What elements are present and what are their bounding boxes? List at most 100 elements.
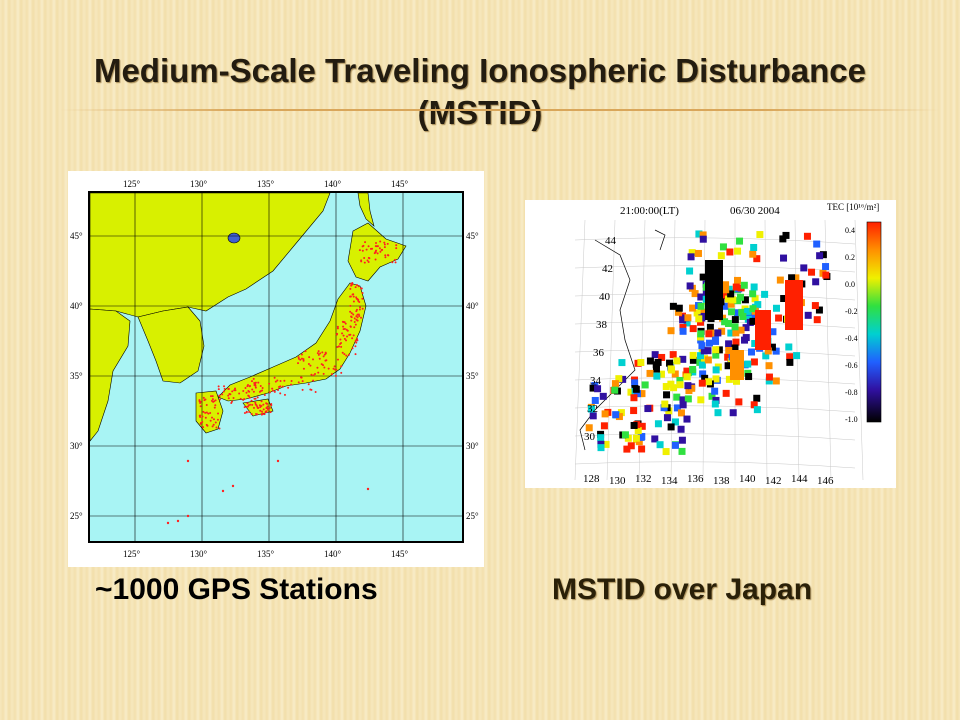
tec-cell [656, 441, 664, 449]
gps-station-dot [279, 380, 282, 383]
gps-station-dot [263, 393, 266, 396]
gps-station-dot [245, 405, 248, 408]
gps-station-dot [238, 392, 241, 395]
tec-cell [637, 358, 645, 366]
colorbar-tick-label: -0.4 [845, 334, 858, 343]
gps-station-dot [374, 258, 377, 261]
gps-station-dot [215, 426, 218, 429]
tec-cell [739, 312, 747, 320]
tec-perturbation-cells [585, 230, 831, 456]
gps-station-dot [312, 358, 315, 361]
gps-station-dot [317, 353, 320, 356]
tec-cell [667, 327, 675, 335]
tec-cell [679, 324, 687, 332]
gps-station-dot [302, 358, 305, 361]
gps-station-dot [362, 244, 365, 247]
gps-station-dot [327, 367, 330, 370]
gps-station-dot [349, 304, 352, 307]
sakhalin-island [357, 193, 375, 227]
gps-station-dot [221, 393, 224, 396]
gps-station-dot [367, 256, 370, 259]
gps-station-dot [210, 399, 213, 402]
tec-cell [753, 406, 761, 414]
tec-cell [683, 319, 691, 327]
gps-station-dot [350, 284, 353, 287]
gps-station-dot [212, 423, 215, 426]
tec-cell [621, 431, 629, 439]
tec-cell [693, 309, 701, 317]
tec-cell [803, 232, 811, 240]
tec-cell [711, 332, 719, 340]
tec-cell [654, 420, 662, 428]
tec-cell [627, 442, 635, 450]
gps-station-dot [254, 381, 257, 384]
gps-station-dot [354, 323, 357, 326]
gps-station-dot [199, 405, 202, 408]
tec-cell [808, 268, 816, 276]
gps-station-dot [265, 402, 268, 405]
tec-cell [724, 362, 732, 370]
gps-station-dot [248, 411, 251, 414]
lon-tick-label: 132 [635, 473, 652, 485]
tec-cell [698, 342, 706, 350]
tec-cell [726, 248, 734, 256]
gps-station-dot [308, 356, 311, 359]
tec-cell [611, 380, 619, 388]
tec-cell [712, 396, 720, 404]
gps-station-dot [307, 363, 310, 366]
lat-tick-label: 35° [466, 371, 479, 381]
tec-cell [611, 386, 619, 394]
tec-cell [775, 314, 783, 322]
tec-cell [776, 276, 784, 284]
tec-cell [721, 292, 729, 300]
gps-station-dot [214, 421, 217, 424]
gps-station-dot [347, 353, 350, 356]
tec-cell [633, 390, 641, 398]
lat-tick-label: 38 [596, 319, 608, 331]
tec-cell [712, 366, 720, 374]
tec-cell [667, 365, 675, 373]
gps-station-dot [244, 387, 247, 390]
tec-cell [662, 448, 670, 456]
gps-station-dot [254, 397, 257, 400]
tec-cell [769, 328, 777, 336]
gps-station-dot [383, 243, 386, 246]
gps-station-dot [273, 390, 276, 393]
colorbar-tick-label: -0.8 [845, 388, 858, 397]
tec-cell [623, 445, 631, 453]
gps-station-dot [218, 398, 221, 401]
gps-station-dot [248, 396, 251, 399]
slide-title: Medium-Scale Traveling Ionospheric Distu… [0, 50, 960, 134]
gps-station-dot [231, 390, 234, 393]
gps-station-dot [216, 418, 219, 421]
gps-station-dot [351, 293, 354, 296]
tec-cell [630, 407, 638, 415]
tec-cell [618, 359, 626, 367]
tec-cell [597, 444, 605, 452]
gps-station-dot [261, 386, 264, 389]
gps-station-dot [223, 385, 226, 388]
map-grid [90, 193, 462, 541]
gps-station-dot [354, 353, 357, 356]
lon-tick-label: 130° [190, 179, 208, 189]
gps-station-dot [302, 359, 305, 362]
tec-cell [701, 355, 709, 363]
gps-station-dot [252, 390, 255, 393]
gps-station-dot [355, 341, 358, 344]
gps-station-dot [375, 249, 378, 252]
gps-station-dot [394, 261, 397, 264]
gps-station-dot [202, 396, 205, 399]
colorbar-title: TEC [10¹⁶/m²] [827, 202, 879, 212]
gps-station-dot [363, 257, 366, 260]
tec-cell [788, 274, 796, 282]
tec-cell [725, 340, 733, 348]
tec-cell [742, 334, 750, 342]
gps-station-dot [213, 406, 216, 409]
gps-station-dot [254, 401, 257, 404]
tec-cell [753, 394, 761, 402]
gps-station-dot [203, 399, 206, 402]
tec-cell [712, 337, 720, 345]
gps-station-dot [309, 364, 312, 367]
mstid-tec-map: 21:00:00(LT) 06/30 2004 TEC [10¹⁶/m²] 0.… [525, 200, 896, 488]
gps-station-dot [358, 249, 361, 252]
